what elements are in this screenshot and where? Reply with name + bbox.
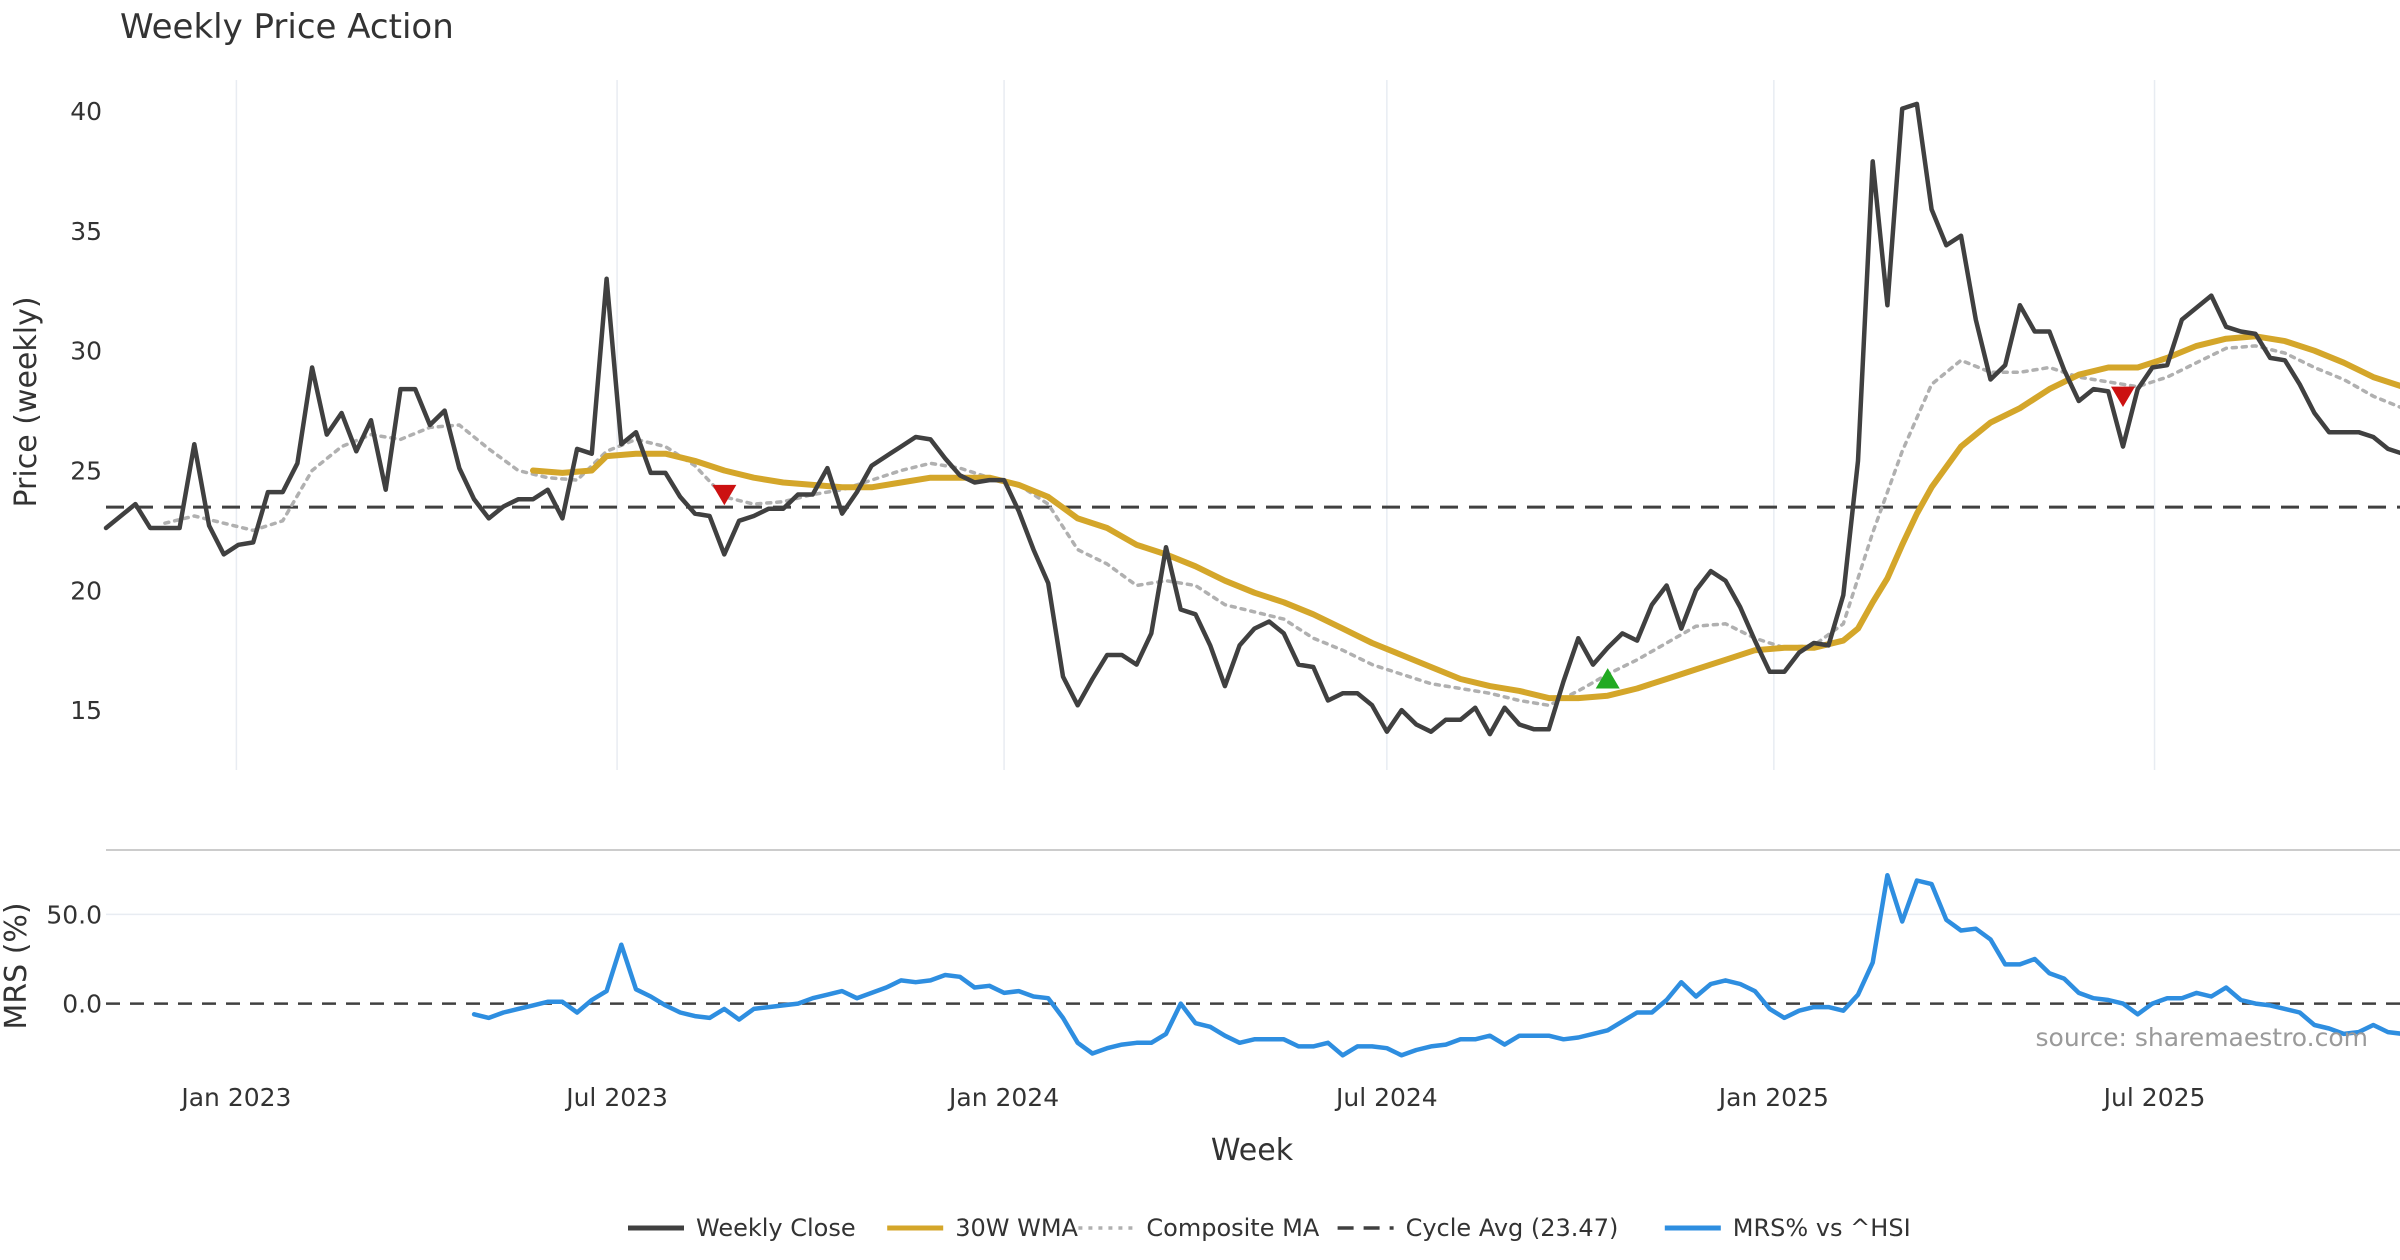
chart-title: Weekly Price Action bbox=[120, 7, 454, 47]
series-mrs-line bbox=[471, 872, 2400, 1058]
x-tick-label: Jul 2023 bbox=[564, 1083, 668, 1112]
mrs-y-axis-label: MRS (%) bbox=[0, 902, 34, 1029]
legend-item: Weekly Close bbox=[628, 1214, 856, 1242]
mrs-y-tick-label: 0.0 bbox=[62, 990, 102, 1019]
price-y-axis-label: Price (weekly) bbox=[9, 296, 44, 507]
mrs-series bbox=[471, 872, 2400, 1058]
x-axis-label: Week bbox=[1211, 1133, 1294, 1168]
mrs-gridlines bbox=[106, 913, 2400, 1005]
price-y-tick-label: 15 bbox=[70, 696, 102, 725]
legend-label: Cycle Avg (23.47) bbox=[1406, 1214, 1619, 1242]
legend: Weekly Close 30W WMA Composite MA Cycle Avg… bbox=[628, 1214, 1911, 1242]
x-tick-label: Jan 2024 bbox=[947, 1083, 1059, 1112]
sell-signal-marker bbox=[2110, 386, 2135, 408]
price-series bbox=[103, 101, 2400, 737]
mrs-panel: 0.0 50.0 MRS (%) source: sharemaestro.com bbox=[0, 872, 2400, 1058]
series-weekly-close-line bbox=[103, 101, 2400, 737]
mrs-y-tick-label: 50.0 bbox=[46, 900, 102, 929]
signal-markers bbox=[712, 386, 2135, 689]
x-tick-label: Jan 2023 bbox=[179, 1083, 291, 1112]
source-label: source: sharemaestro.com bbox=[2036, 1023, 2369, 1052]
buy-signal-marker bbox=[1595, 668, 1620, 689]
legend-item: Cycle Avg (23.47) bbox=[1337, 1214, 1619, 1242]
x-tick-label: Jul 2024 bbox=[1334, 1083, 1438, 1112]
price-y-tick-label: 35 bbox=[70, 217, 102, 246]
price-y-ticks: 15 20 25 30 35 40 bbox=[70, 97, 102, 725]
price-panel: 15 20 25 30 35 40 Price (weekly) bbox=[9, 80, 2400, 770]
legend-item: 30W WMA bbox=[887, 1214, 1079, 1242]
price-gridlines bbox=[235, 80, 2156, 770]
price-y-tick-label: 20 bbox=[70, 576, 102, 605]
series-30w-wma-line bbox=[530, 333, 2400, 702]
legend-label: 30W WMA bbox=[955, 1214, 1078, 1242]
x-axis-ticks: Jan 2023 Jul 2023 Jan 2024 Jul 2024 Jan 2025… bbox=[179, 1083, 2205, 1112]
price-y-tick-label: 25 bbox=[70, 457, 102, 486]
mrs-y-ticks: 0.0 50.0 bbox=[46, 900, 102, 1018]
series-composite-ma-line bbox=[163, 344, 2400, 708]
x-tick-label: Jan 2025 bbox=[1717, 1083, 1829, 1112]
x-tick-label: Jul 2025 bbox=[2102, 1083, 2206, 1112]
price-y-tick-label: 40 bbox=[70, 97, 102, 126]
legend-label: Composite MA bbox=[1146, 1214, 1319, 1242]
legend-item: MRS% vs ^HSI bbox=[1664, 1214, 1911, 1242]
legend-label: Weekly Close bbox=[696, 1214, 856, 1242]
price-y-tick-label: 30 bbox=[70, 337, 102, 366]
sell-signal-marker bbox=[712, 484, 737, 506]
legend-item: Composite MA bbox=[1078, 1214, 1320, 1242]
legend-label: MRS% vs ^HSI bbox=[1733, 1214, 1911, 1242]
